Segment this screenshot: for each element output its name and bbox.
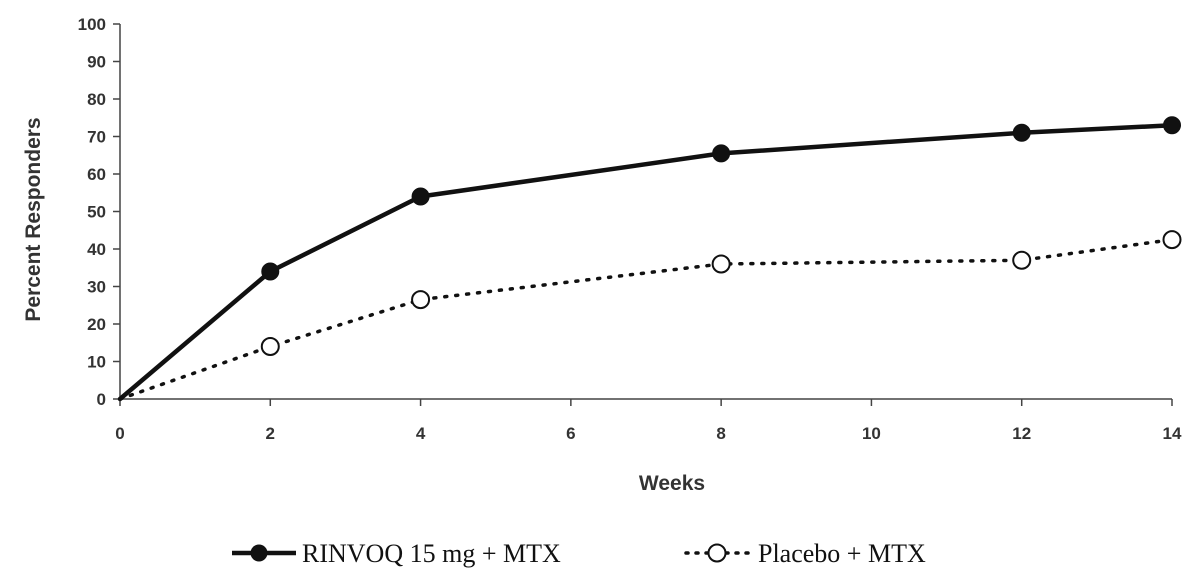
data-point-placebo (711, 254, 731, 274)
data-point-placebo (1012, 250, 1032, 270)
x-tick-label: 2 (266, 424, 275, 443)
y-tick-label: 0 (97, 390, 106, 409)
y-tick-label: 50 (87, 203, 106, 222)
legend-label-rinvoq: RINVOQ 15 mg + MTX (302, 539, 561, 568)
x-tick-label: 14 (1163, 424, 1182, 443)
y-tick-label: 90 (87, 53, 106, 72)
series-line-placebo (118, 237, 1174, 401)
y-tick-label: 20 (87, 315, 106, 334)
data-point-rinvoq (1163, 116, 1181, 135)
x-tick-label: 10 (862, 424, 881, 443)
legend-marker-placebo (707, 543, 727, 563)
legend-item-placebo: Placebo + MTX (684, 539, 926, 568)
data-point-rinvoq (261, 262, 280, 281)
x-axis-title: Weeks (639, 472, 705, 495)
legend-label-placebo: Placebo + MTX (758, 539, 926, 568)
data-point-rinvoq (712, 144, 731, 163)
y-axis-title: Percent Responders (22, 117, 45, 321)
legend: RINVOQ 15 mg + MTX Placebo + MTX (232, 539, 926, 568)
x-tick-label: 4 (416, 424, 426, 443)
y-tick-label: 40 (87, 240, 106, 259)
x-tick-label: 6 (566, 424, 575, 443)
legend-marker-rinvoq (250, 544, 268, 562)
data-point-rinvoq (411, 187, 430, 206)
data-point-placebo (1162, 230, 1182, 250)
x-tick-label: 0 (115, 424, 124, 443)
data-point-placebo (411, 290, 431, 310)
y-axis: 0 10 20 30 40 50 60 70 80 90 100 (78, 15, 121, 409)
y-tick-label: 70 (87, 128, 106, 147)
series-line-rinvoq (117, 123, 1175, 402)
y-tick-label: 60 (87, 165, 106, 184)
y-tick-label: 30 (87, 278, 106, 297)
data-point-rinvoq (1012, 123, 1031, 142)
x-tick-label: 12 (1012, 424, 1031, 443)
y-tick-label: 80 (87, 90, 106, 109)
x-axis: 0 2 4 6 8 10 12 14 (115, 398, 1182, 443)
legend-item-rinvoq: RINVOQ 15 mg + MTX (232, 539, 561, 568)
data-point-placebo (260, 337, 280, 356)
y-tick-label: 10 (87, 353, 106, 372)
series-layer (117, 116, 1182, 402)
x-tick-label: 8 (716, 424, 725, 443)
y-tick-label: 100 (78, 15, 106, 34)
